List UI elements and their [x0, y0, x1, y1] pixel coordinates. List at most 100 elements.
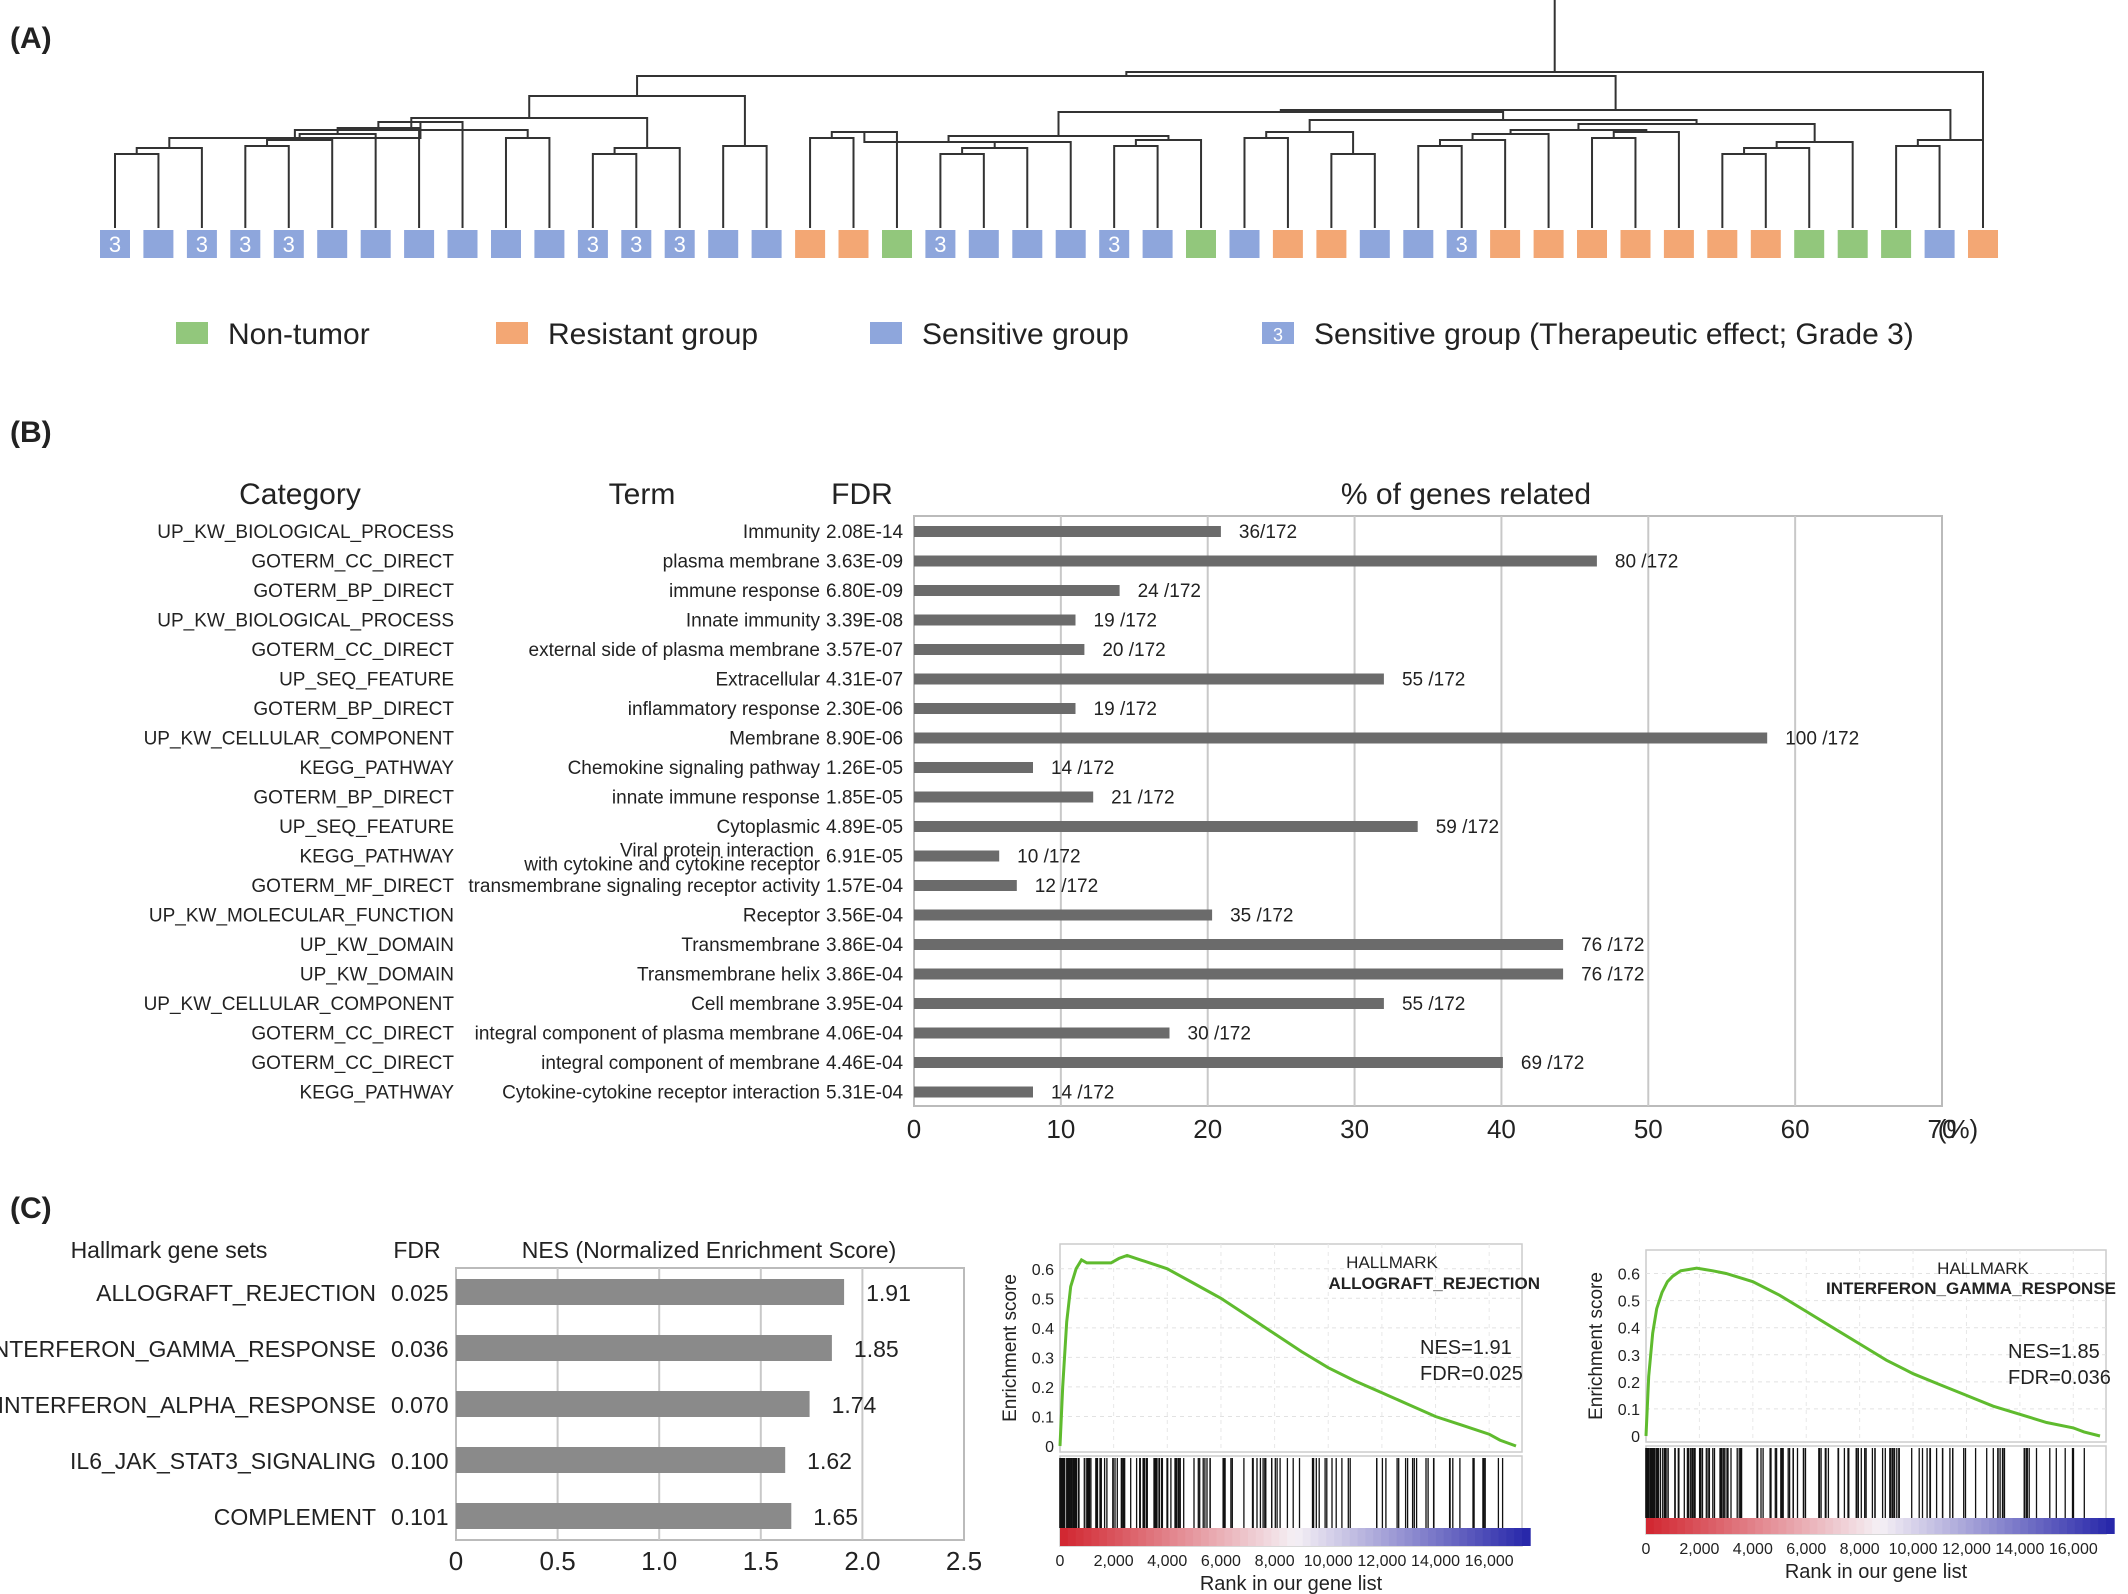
sample-box: [317, 230, 348, 258]
sample-box: [1924, 230, 1955, 258]
dendrogram-link: [1591, 137, 1637, 228]
term-label: Cytoplasmic: [717, 817, 820, 838]
rank-x-tick: 8,000: [1840, 1541, 1880, 1558]
x-tick-label-c: 0.5: [540, 1546, 576, 1576]
dendrogram-link: [1113, 145, 1159, 228]
legend-swatch-grade3: [1262, 322, 1294, 344]
x-tick-label-c: 2.0: [844, 1546, 880, 1576]
fdr-value: 3.86E-04: [826, 965, 904, 986]
x-tick-label: 20: [1193, 1114, 1222, 1144]
category-label: UP_SEQ_FEATURE: [279, 817, 454, 838]
term-label: plasma membrane: [663, 552, 820, 573]
rank-gradient-segment: [1950, 1518, 1959, 1534]
es-y-tick: 0.3: [1618, 1348, 1640, 1365]
rank-x-tick: 16,000: [2049, 1541, 2098, 1558]
legend-grade-mark: 3: [1273, 325, 1283, 345]
panel-label-a: (A): [10, 22, 52, 55]
rank-gradient-segment: [1965, 1518, 1975, 1534]
rank-gradient-segment: [2067, 1518, 2076, 1534]
rank-gradient-segment: [1989, 1518, 1998, 1534]
rank-gradient-segment: [1334, 1528, 1343, 1546]
category-label: UP_SEQ_FEATURE: [279, 670, 454, 691]
rank-gradient-segment: [1287, 1528, 1296, 1546]
x-tick-label-c: 1.0: [641, 1546, 677, 1576]
nes-value-label: 1.62: [807, 1448, 852, 1474]
rank-gradient-segment: [1981, 1518, 1990, 1534]
category-label: GOTERM_CC_DIRECT: [251, 1024, 454, 1045]
dendrogram-link: [114, 153, 160, 228]
dendrogram-link: [135, 147, 203, 228]
rank-gradient-segment: [1271, 1528, 1281, 1546]
rank-gradient-segment: [2035, 1518, 2045, 1534]
term-label: external side of plasma membrane: [529, 640, 820, 661]
nes-bar: [456, 1391, 810, 1417]
term-label: Immunity: [743, 522, 821, 543]
header-category: Category: [239, 478, 361, 511]
x-tick-label-c: 1.5: [743, 1546, 779, 1576]
rank-gradient-segment: [1232, 1528, 1241, 1546]
gsea-title-line1: HALLMARK: [1346, 1253, 1438, 1272]
legend-label-sensitive: Sensitive group: [922, 318, 1129, 351]
plot-frame: [913, 515, 1943, 1107]
rank-gradient-segment: [1801, 1518, 1811, 1534]
bar: [914, 703, 1076, 714]
bar-count-label: 76 /172: [1581, 965, 1644, 986]
hallmark-set-label: INTERFERON_GAMMA_RESPONSE: [0, 1336, 376, 1362]
dendrogram-link: [1895, 145, 1941, 228]
category-label: UP_KW_DOMAIN: [300, 935, 454, 956]
rank-gradient-segment: [1498, 1528, 1508, 1546]
grade-3-mark: 3: [674, 232, 686, 257]
rank-gradient-segment: [1903, 1518, 1912, 1534]
es-y-tick: 0.4: [1032, 1321, 1054, 1338]
hallmark-set-label: ALLOGRAFT_REJECTION: [96, 1280, 376, 1306]
hallmark-set-label: COMPLEMENT: [214, 1504, 376, 1530]
bar-count-label: 14 /172: [1051, 1083, 1114, 1104]
bar: [914, 526, 1221, 537]
dendrogram-link: [528, 95, 746, 146]
rank-gradient-segment: [1467, 1528, 1476, 1546]
rank-gradient-segment: [1381, 1528, 1390, 1546]
fdr-value: 5.31E-04: [826, 1083, 904, 1104]
gsea-fdr-text: FDR=0.025: [1420, 1363, 1523, 1385]
category-label: GOTERM_MF_DIRECT: [251, 876, 454, 897]
rank-gradient-segment: [2028, 1518, 2037, 1534]
rank-gradient-segment: [1161, 1528, 1171, 1546]
dendrogram-link: [1438, 139, 1507, 228]
sample-box: [230, 230, 261, 258]
rank-gradient-segment: [1747, 1518, 1757, 1534]
rank-gradient-segment: [1840, 1518, 1850, 1534]
bar: [914, 909, 1213, 921]
rank-gradient-segment: [1490, 1528, 1500, 1546]
rank-gradient-segment: [1114, 1528, 1124, 1546]
fdr-value: 4.06E-04: [826, 1024, 904, 1045]
rank-gradient-segment: [2098, 1518, 2107, 1534]
rank-gradient-segment: [1396, 1528, 1406, 1546]
rank-gradient-segment: [1934, 1518, 1944, 1534]
dendrogram-link: [1775, 141, 1854, 228]
rank-x-tick: 12,000: [1942, 1541, 1991, 1558]
gsea-y-label: Enrichment score: [1000, 1274, 1021, 1422]
bar: [914, 880, 1017, 891]
gsea-title-line2: ALLOGRAFT_REJECTION: [1328, 1274, 1540, 1293]
dendrogram-link: [1471, 133, 1550, 228]
rank-gradient-segment: [1138, 1528, 1147, 1546]
bar: [914, 555, 1597, 567]
bar-count-label: 19 /172: [1094, 611, 1157, 632]
rank-gradient-segment: [1099, 1528, 1108, 1546]
term-label: Innate immunity: [686, 611, 821, 632]
rank-gradient-segment: [1091, 1528, 1100, 1546]
rank-gradient-segment: [1755, 1518, 1764, 1534]
rank-gradient-segment: [1224, 1528, 1234, 1546]
sample-box: [795, 230, 826, 258]
es-y-tick: 0: [1045, 1439, 1054, 1456]
rank-gradient-segment: [1067, 1528, 1077, 1546]
rank-gradient-segment: [1731, 1518, 1741, 1534]
fdr-value: 3.95E-04: [826, 994, 904, 1015]
es-y-tick: 0: [1631, 1429, 1640, 1446]
grade-3-mark: 3: [109, 232, 121, 257]
rank-gradient-segment: [1318, 1528, 1328, 1546]
rank-x-tick: 4,000: [1147, 1553, 1187, 1570]
fdr-value: 1.85E-05: [826, 788, 903, 809]
hallmark-fdr: 0.025: [391, 1280, 449, 1306]
gsea-plot-interferon-gamma: 0 0.1 0.2 0.3 0.4 0.5 0.6 HALLMARKINTERFERON_GA…: [1586, 1249, 2116, 1583]
